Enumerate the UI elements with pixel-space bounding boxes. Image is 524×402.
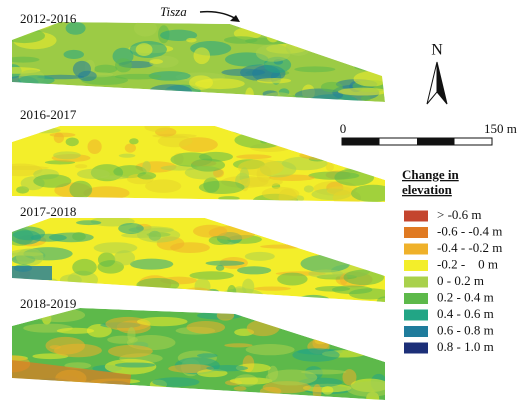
legend-label: -0.4 - -0.2 m (437, 240, 502, 255)
north-label: N (431, 42, 443, 59)
panel-label: 2016-2017 (20, 107, 77, 122)
elevation-panel (0, 307, 393, 402)
elevation-panel (0, 119, 395, 207)
map-figure: 2012-2016 2016-2017 2017-2018 2018-2019 Tis… (0, 0, 524, 402)
legend-title: elevation (402, 182, 453, 197)
legend-swatch (404, 244, 428, 255)
legend-swatch (404, 277, 428, 288)
north-arrow-left (427, 62, 437, 104)
panel-label: 2012-2016 (20, 11, 77, 26)
legend-title: Change in (402, 167, 459, 182)
legend-swatch (404, 211, 428, 222)
legend-label: -0.2 - 0 m (437, 256, 498, 271)
legend-label: 0.6 - 0.8 m (437, 322, 494, 337)
legend-swatch (404, 326, 428, 337)
legend-label: > -0.6 m (437, 207, 482, 222)
legend-swatch (404, 260, 428, 271)
legend-label: 0.4 - 0.6 m (437, 306, 494, 321)
scale-bar (342, 138, 492, 145)
panel-label: 2017-2018 (20, 204, 76, 219)
legend-swatch (404, 293, 428, 304)
river-label: Tisza (160, 4, 187, 19)
legend-label: 0 - 0.2 m (437, 273, 484, 288)
elevation-panel (0, 211, 393, 308)
legend-label: 0.8 - 1.0 m (437, 339, 494, 354)
legend-swatch (404, 343, 428, 354)
legend-label: 0.2 - 0.4 m (437, 289, 494, 304)
legend-swatch (404, 310, 428, 321)
scale-start: 0 (340, 121, 347, 136)
scale-end: 150 m (484, 121, 517, 136)
panel-label: 2018-2019 (20, 296, 76, 311)
north-arrow-right (437, 62, 447, 104)
elevation-panel (0, 14, 395, 109)
legend-swatch (404, 227, 428, 238)
legend-label: -0.6 - -0.4 m (437, 223, 502, 238)
